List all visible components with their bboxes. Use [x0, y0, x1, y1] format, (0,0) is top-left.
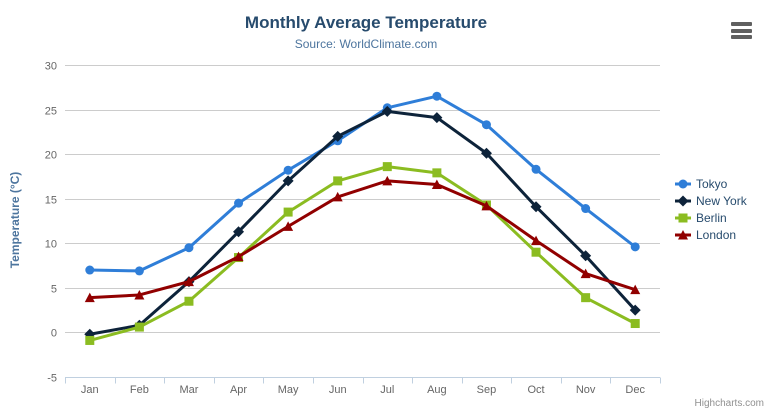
point-tokyo-oct[interactable]	[531, 164, 541, 174]
legend-marker-new-york[interactable]	[677, 195, 689, 206]
legend-label-new-york: New York	[696, 193, 747, 208]
point-tokyo-jan[interactable]	[85, 265, 95, 275]
legend-item-berlin[interactable]: Berlin	[675, 209, 747, 226]
legend-marker-london[interactable]	[678, 229, 688, 240]
x-tick-label-jun: Jun	[329, 384, 347, 396]
point-london-nov[interactable]	[580, 268, 591, 279]
point-london-oct[interactable]	[531, 235, 542, 246]
y-tick-label-15: 15	[45, 195, 57, 207]
point-london-jul[interactable]	[382, 175, 393, 186]
point-london-mar[interactable]	[183, 276, 194, 287]
point-berlin-oct[interactable]	[531, 247, 541, 257]
y-tick-label-10: 10	[45, 239, 57, 251]
point-tokyo-mar[interactable]	[184, 243, 194, 253]
legend-item-new-york[interactable]: New York	[675, 192, 747, 209]
x-tick-label-aug: Aug	[427, 384, 447, 396]
point-london-sep[interactable]	[481, 200, 492, 211]
x-tick-label-mar: Mar	[179, 384, 198, 396]
point-tokyo-apr[interactable]	[234, 198, 244, 208]
legend-item-tokyo[interactable]: Tokyo	[675, 175, 747, 192]
point-berlin-feb[interactable]	[134, 322, 144, 332]
y-tick-label--5: -5	[47, 373, 57, 385]
series-new-york[interactable]	[84, 105, 641, 340]
y-tick-label-5: 5	[51, 284, 57, 296]
series-line-new-york	[88, 109, 637, 336]
square-marker-icon	[675, 213, 691, 222]
y-tick-label-30: 30	[45, 61, 57, 73]
series-london[interactable]	[84, 175, 641, 303]
y-tick-label-25: 25	[45, 106, 57, 118]
point-tokyo-dec[interactable]	[630, 242, 640, 252]
point-new-york-oct[interactable]	[530, 201, 542, 213]
diamond-marker-icon	[675, 195, 691, 206]
point-london-dec[interactable]	[630, 284, 641, 295]
menu-bar	[731, 35, 752, 39]
x-tick-label-jan: Jan	[81, 384, 99, 396]
x-tick-label-jul: Jul	[380, 384, 394, 396]
x-tick-label-nov: Nov	[576, 384, 596, 396]
point-tokyo-aug[interactable]	[432, 91, 442, 101]
point-new-york-aug[interactable]	[431, 112, 443, 124]
point-london-may[interactable]	[283, 221, 294, 231]
point-new-york-jun[interactable]	[332, 130, 344, 142]
legend-label-berlin: Berlin	[696, 210, 727, 225]
series-tokyo[interactable]	[85, 91, 640, 276]
y-tick-label-20: 20	[45, 150, 57, 162]
point-london-jan[interactable]	[84, 292, 95, 303]
x-tick-label-dec: Dec	[625, 384, 645, 396]
x-tick-label-feb: Feb	[130, 384, 149, 396]
legend: Tokyo New York Berlin London	[675, 175, 747, 243]
x-tick-label-sep: Sep	[477, 384, 497, 396]
point-berlin-jun[interactable]	[333, 176, 343, 186]
legend-label-london: London	[696, 227, 737, 242]
export-menu-icon[interactable]	[731, 22, 752, 39]
point-berlin-jul[interactable]	[382, 162, 392, 172]
point-new-york-dec[interactable]	[629, 304, 641, 316]
chart-subtitle: Source: WorldClimate.com	[294, 37, 438, 51]
legend-item-london[interactable]: London	[675, 226, 747, 243]
point-tokyo-feb[interactable]	[134, 266, 144, 276]
credits-link[interactable]: Highcharts.com	[694, 398, 764, 409]
chart-title: Monthly Average Temperature	[244, 13, 488, 32]
x-tick-label-may: May	[278, 384, 299, 396]
point-new-york-apr[interactable]	[233, 226, 245, 238]
point-london-apr[interactable]	[233, 251, 244, 262]
series-line-london	[88, 179, 637, 300]
point-london-aug[interactable]	[431, 179, 442, 189]
legend-marker-tokyo[interactable]	[678, 179, 688, 188]
menu-bar	[731, 28, 752, 33]
point-tokyo-may[interactable]	[283, 165, 293, 175]
point-new-york-may[interactable]	[282, 175, 294, 187]
point-new-york-jul[interactable]	[381, 105, 393, 117]
x-tick-label-oct: Oct	[527, 384, 544, 396]
point-new-york-sep[interactable]	[480, 147, 492, 159]
legend-label-tokyo: Tokyo	[696, 176, 728, 191]
point-london-jun[interactable]	[332, 191, 343, 202]
point-berlin-aug[interactable]	[432, 168, 442, 178]
point-new-york-nov[interactable]	[580, 250, 592, 262]
menu-bar	[731, 22, 752, 26]
x-tick-label-apr: Apr	[230, 384, 247, 396]
point-berlin-jan[interactable]	[85, 335, 95, 345]
y-tick-label-0: 0	[51, 328, 57, 340]
point-tokyo-sep[interactable]	[481, 120, 491, 130]
point-tokyo-nov[interactable]	[581, 204, 591, 214]
triangle-marker-icon	[675, 229, 691, 240]
series-line-berlin	[88, 165, 637, 342]
point-berlin-mar[interactable]	[184, 296, 194, 306]
point-london-feb[interactable]	[134, 289, 145, 300]
point-berlin-dec[interactable]	[630, 319, 640, 329]
circle-marker-icon	[675, 179, 691, 188]
point-berlin-may[interactable]	[283, 207, 293, 217]
legend-marker-berlin[interactable]	[678, 213, 688, 222]
point-berlin-nov[interactable]	[581, 293, 591, 303]
